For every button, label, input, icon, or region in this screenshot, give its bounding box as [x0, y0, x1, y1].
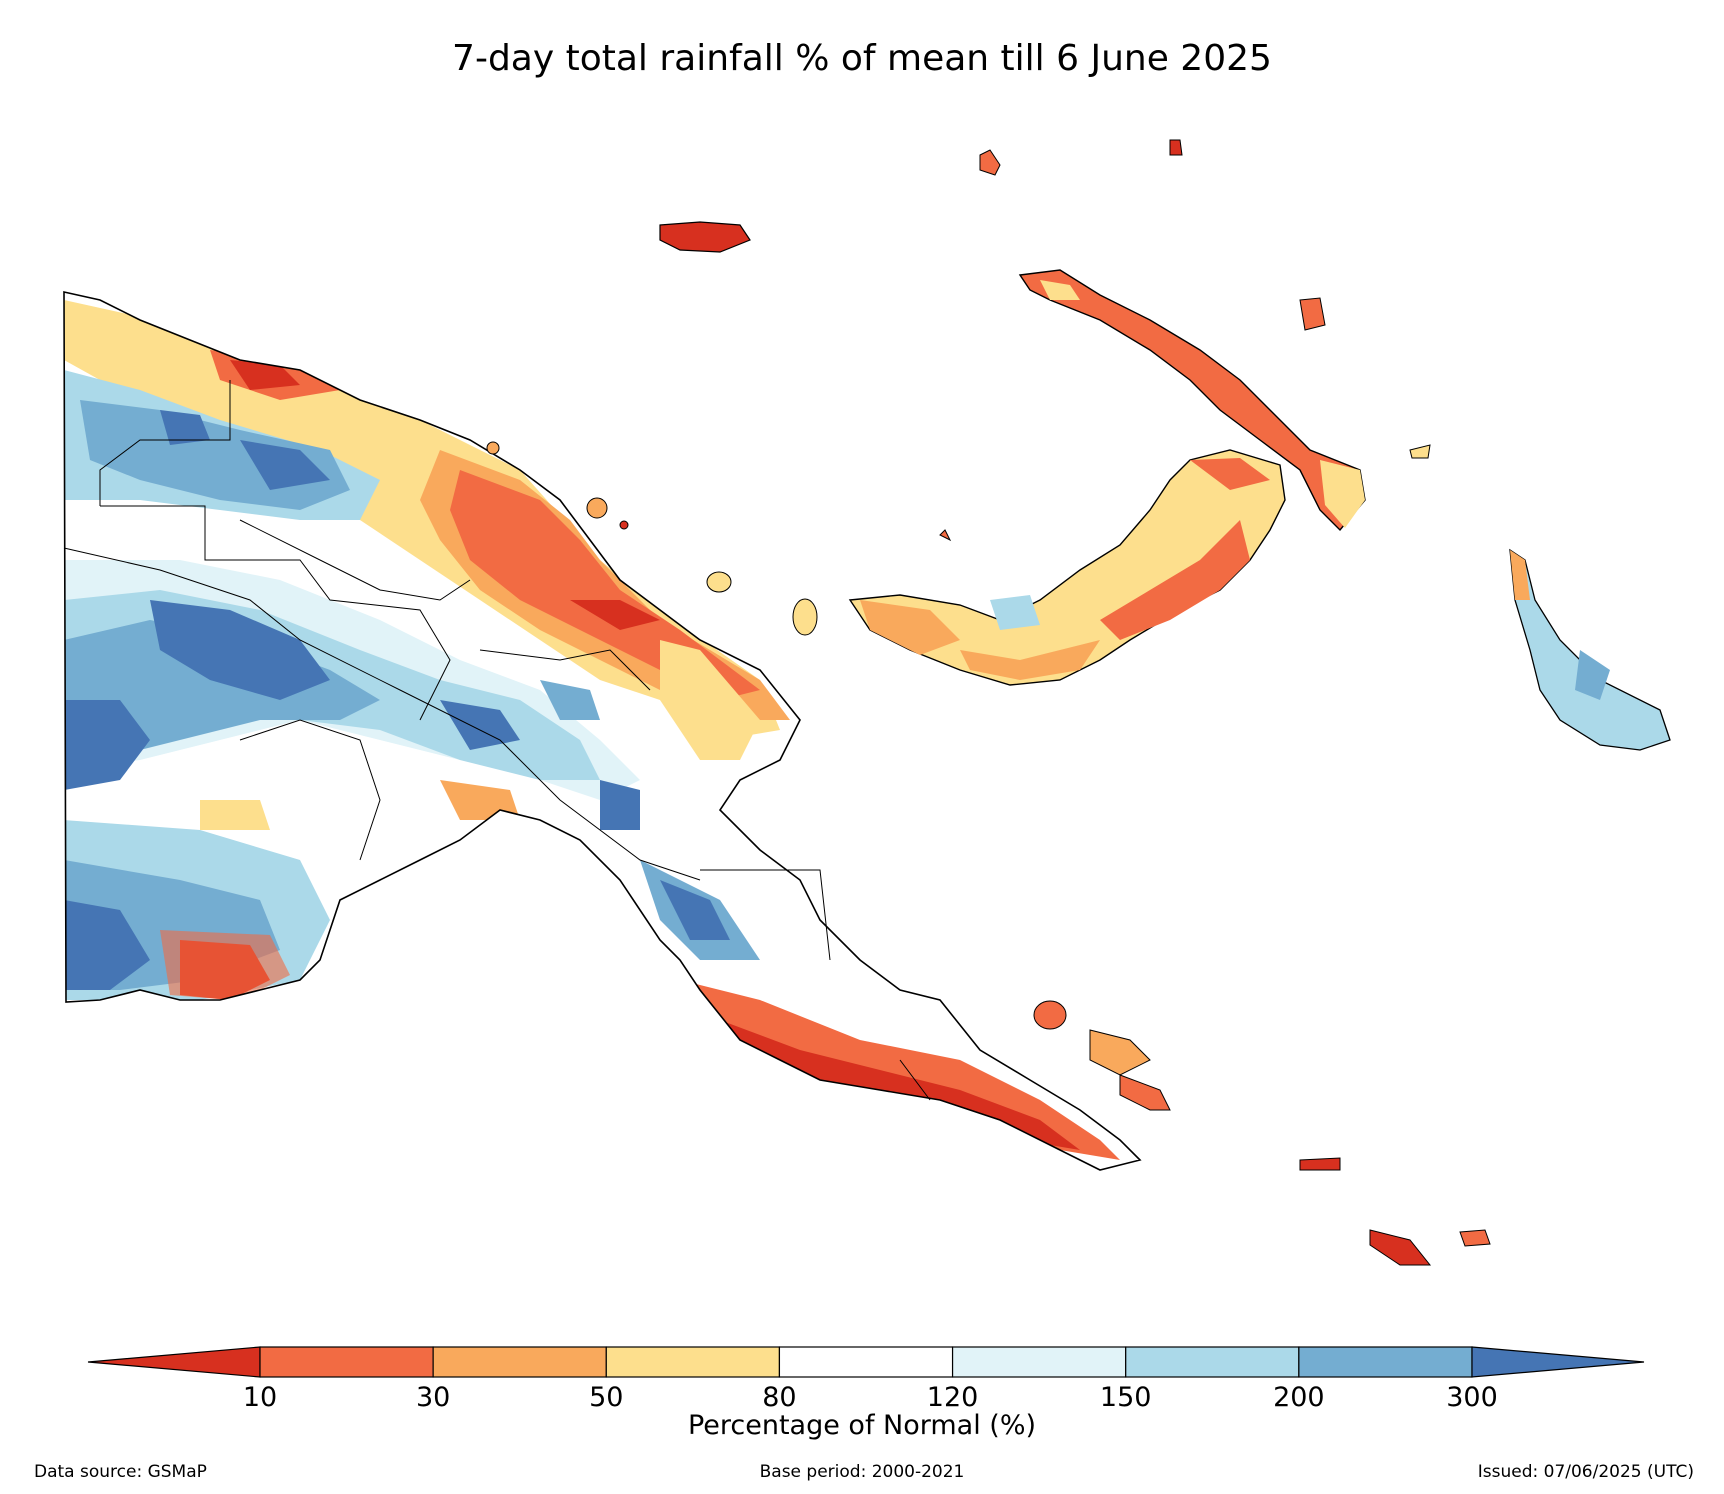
- colorbar-tick-label: 120: [926, 1382, 979, 1413]
- colorbar-class-120-150: [951, 1346, 1127, 1378]
- colorbar-class-50-80: [605, 1346, 781, 1378]
- colorbar-tick-label: 300: [1446, 1382, 1498, 1413]
- colorbar-extend-high: [1471, 1346, 1645, 1378]
- colorbar-label: Percentage of Normal (%): [687, 1410, 1037, 1441]
- map-title: 7-day total rainfall % of mean till 6 Ju…: [452, 38, 1272, 79]
- colorbar-extend-low: [87, 1346, 261, 1378]
- colorbar-classes: [87, 1346, 1645, 1378]
- small-islands: [486, 139, 1491, 1266]
- island-new-britain: [848, 449, 1286, 686]
- island-manus: [659, 149, 1001, 253]
- base-period-note: Base period: 2000-2021: [759, 1462, 965, 1482]
- issued-date-note: Issued: 07/06/2025 (UTC): [1477, 1462, 1694, 1482]
- colorbar-tick-label: 10: [242, 1382, 278, 1413]
- colorbar-class-150-200: [1125, 1346, 1300, 1378]
- island-new-ireland: [1018, 269, 1366, 532]
- colorbar-tick-label: 50: [589, 1382, 624, 1413]
- mainland-png: [63, 291, 1142, 1171]
- colorbar-tick-label: 30: [415, 1382, 451, 1413]
- data-source-note: Data source: GSMaP: [34, 1462, 207, 1482]
- colorbar-tick-label: 150: [1099, 1382, 1152, 1413]
- colorbar-tick-label: 80: [762, 1382, 797, 1413]
- province-boundaries: [63, 380, 931, 1101]
- colorbar-class-30-50: [432, 1346, 607, 1378]
- island-bougainville: [1509, 548, 1671, 751]
- colorbar-class-200-300: [1298, 1346, 1473, 1378]
- colorbar-class-10-30: [259, 1346, 434, 1378]
- colorbar-tick-label: 200: [1273, 1382, 1325, 1413]
- colorbar-class-80-120: [778, 1346, 954, 1378]
